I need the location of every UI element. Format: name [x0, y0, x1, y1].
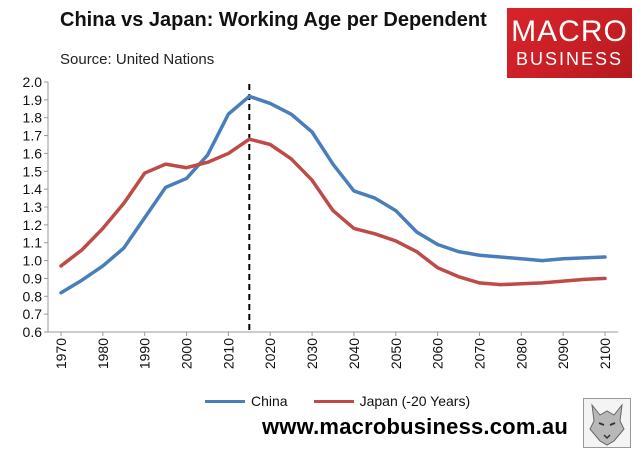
chart-legend: China Japan (-20 Years) — [205, 393, 470, 409]
x-tick-label: 1980 — [95, 338, 111, 369]
legend-label-japan: Japan (-20 Years) — [359, 393, 471, 409]
chart-source: Source: United Nations — [60, 51, 215, 68]
x-tick-label: 2040 — [346, 338, 362, 369]
y-tick-label: 1.8 — [23, 110, 43, 126]
x-tick-label: 2020 — [262, 338, 278, 369]
website-url: www.macrobusiness.com.au — [262, 414, 568, 439]
china-series-line — [59, 94, 607, 295]
y-tick-label: 1.2 — [23, 217, 43, 233]
legend-item-japan: Japan (-20 Years) — [313, 393, 471, 409]
y-tick-label: 2.0 — [23, 74, 43, 90]
y-tick-label: 1.5 — [23, 163, 43, 179]
x-tick-label: 2080 — [513, 338, 529, 369]
x-tick-label: 2090 — [555, 338, 571, 369]
x-tick-label: 2060 — [430, 338, 446, 369]
japan-series-line — [59, 137, 607, 287]
x-tick-label: 2030 — [304, 338, 320, 369]
chart-title: China vs Japan: Working Age per Dependen… — [60, 9, 487, 31]
macrobusiness-logo: MACRO BUSINESS — [507, 8, 632, 78]
y-tick-label: 1.3 — [23, 199, 43, 215]
y-tick-label: 0.6 — [23, 324, 43, 340]
y-tick-label: 0.9 — [23, 270, 43, 286]
x-tick-label: 2100 — [597, 338, 613, 369]
legend-swatch-china — [205, 399, 245, 403]
logo-line-macro: MACRO — [511, 15, 628, 48]
legend-item-china: China — [205, 393, 288, 409]
y-tick-label: 1.7 — [23, 128, 43, 144]
y-tick-label: 0.7 — [23, 306, 43, 322]
x-tick-label: 2050 — [388, 338, 404, 369]
x-tick-label: 2000 — [179, 338, 195, 369]
y-tick-label: 1.6 — [23, 145, 43, 161]
wolf-logo-icon — [583, 398, 631, 448]
legend-swatch-japan — [313, 399, 354, 403]
y-tick-label: 1.4 — [23, 181, 43, 197]
y-tick-label: 1.9 — [23, 92, 43, 108]
legend-label-china: China — [251, 393, 288, 409]
x-tick-label: 1990 — [137, 338, 153, 369]
y-tick-label: 1.1 — [23, 235, 43, 251]
x-tick-label: 2010 — [220, 338, 236, 369]
y-tick-label: 0.8 — [23, 288, 43, 304]
y-tick-label: 1.0 — [23, 253, 43, 269]
x-tick-label: 1970 — [53, 338, 69, 369]
x-tick-label: 2070 — [471, 338, 487, 369]
logo-line-business: BUSINESS — [515, 49, 624, 69]
